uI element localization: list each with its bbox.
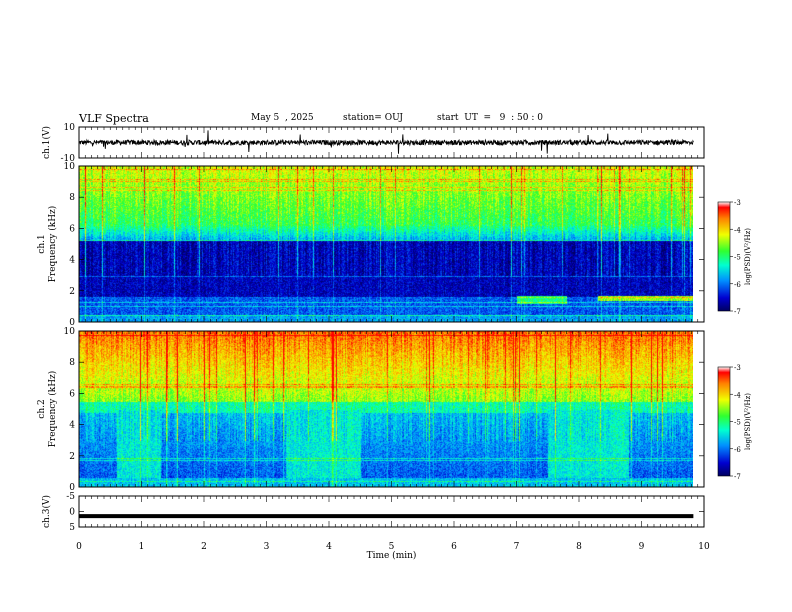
- x-axis-label: Time (min): [367, 550, 417, 561]
- y-tick-label-p3-5: 10: [64, 327, 76, 337]
- x-tick-label-9: 9: [639, 542, 645, 552]
- ch1-waveform-line: [78, 130, 694, 154]
- x-tick-label-3: 3: [264, 542, 270, 552]
- x-tick-label-4: 4: [326, 542, 332, 552]
- x-tick-label-10: 10: [698, 542, 710, 552]
- colorbar-2-tick-label-0: -3: [734, 364, 741, 372]
- x-tick-label-2: 2: [201, 542, 207, 552]
- colorbar-1-tick-label-3: -6: [734, 281, 741, 289]
- x-tick-label-5: 5: [389, 542, 395, 552]
- x-tick-label-7: 7: [514, 542, 520, 552]
- ch1-spectrogram-image: [79, 166, 693, 322]
- ch1-spec-ylabel-2: Frequency (kHz): [47, 206, 58, 283]
- colorbar-1-tick-label-1: -4: [734, 226, 741, 234]
- y-tick-label-p2-2: 4: [69, 256, 75, 266]
- station-label: station= OUJ: [343, 113, 404, 123]
- y-tick-label-p3-4: 8: [69, 358, 75, 368]
- colorbar-1-tick-label-0: -3: [734, 199, 741, 207]
- colorbar-1: [717, 201, 731, 312]
- ch2-spectrogram-image: [79, 331, 693, 487]
- y-tick-label-p2-3: 6: [69, 224, 75, 234]
- y-tick-label-p3-1: 2: [69, 452, 75, 462]
- y-tick-label-p4-1: 0: [69, 508, 75, 518]
- ch1-spec-ylabel-1: ch.1: [37, 234, 47, 253]
- y-tick-label-p3-0: 0: [69, 483, 75, 493]
- colorbar-2-tick-label-3: -6: [734, 446, 741, 454]
- y-tick-label-p1-0: 10: [64, 123, 76, 133]
- ch2-spec-ylabel-2: Frequency (kHz): [47, 371, 58, 448]
- colorbar-2: [717, 366, 731, 477]
- ch3-ylabel: ch.3(V): [41, 495, 52, 528]
- y-tick-label-p4-0: 5: [69, 523, 75, 533]
- date-label: May 5 , 2025: [251, 113, 314, 123]
- y-tick-label-p3-2: 4: [69, 421, 75, 431]
- x-tick-label-6: 6: [451, 542, 457, 552]
- y-tick-label-p2-4: 8: [69, 193, 75, 203]
- start-time-label: start UT = 9 : 50 : 0: [437, 113, 543, 123]
- ch1-ylabel: ch.1(V): [41, 126, 52, 159]
- colorbar-1-tick-label-2: -5: [734, 254, 741, 262]
- x-tick-label-0: 0: [76, 542, 82, 552]
- colorbar-2-label: log(PSD)(V²/Hz): [744, 393, 752, 450]
- y-tick-label-p2-5: 10: [64, 162, 76, 172]
- chart-title: VLF Spectra: [79, 112, 149, 125]
- y-tick-label-p2-1: 2: [69, 287, 75, 297]
- ch2-spec-ylabel-1: ch.2: [37, 399, 47, 418]
- colorbar-2-tick-label-4: -7: [734, 473, 741, 481]
- x-tick-label-8: 8: [576, 542, 582, 552]
- colorbar-1-tick-label-4: -7: [734, 308, 741, 316]
- y-tick-label-p3-3: 6: [69, 389, 75, 399]
- x-tick-label-1: 1: [139, 542, 145, 552]
- colorbar-2-tick-label-1: -4: [734, 391, 741, 399]
- y-tick-label-p1-1: -10: [61, 154, 76, 164]
- y-tick-label-p4-2: -5: [66, 492, 75, 502]
- y-tick-label-p2-0: 0: [69, 318, 75, 328]
- colorbar-2-tick-label-2: -5: [734, 419, 741, 427]
- colorbar-1-label: log(PSD)(V²/Hz): [744, 228, 752, 285]
